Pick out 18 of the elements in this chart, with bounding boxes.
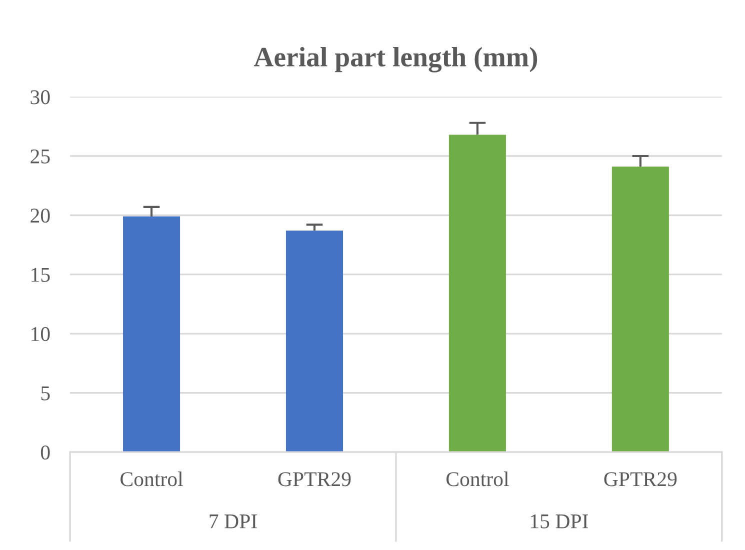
y-tick-label: 30 xyxy=(30,90,50,104)
y-tick-label: 15 xyxy=(32,268,50,282)
bar xyxy=(286,230,344,452)
y-tick-label: 20 xyxy=(30,208,50,223)
text: 15 DPI xyxy=(530,514,588,528)
y-tick-label: 0 xyxy=(40,445,50,460)
chart-title: Aerial part length (mm) xyxy=(254,46,538,72)
bar xyxy=(122,216,180,452)
y-tick-label: 25 xyxy=(30,149,50,164)
x-tick-label: Control xyxy=(120,472,183,486)
y-tick-label: 10 xyxy=(32,327,50,342)
x-tick-label: Control xyxy=(446,472,509,486)
x-tick-label: GPTR29 xyxy=(604,472,677,486)
y-tick-label: 5 xyxy=(41,386,50,400)
bar xyxy=(612,166,669,452)
x-tick-label: GPTR29 xyxy=(278,472,351,486)
bar xyxy=(448,134,506,452)
text: 7 DPI xyxy=(210,514,257,528)
